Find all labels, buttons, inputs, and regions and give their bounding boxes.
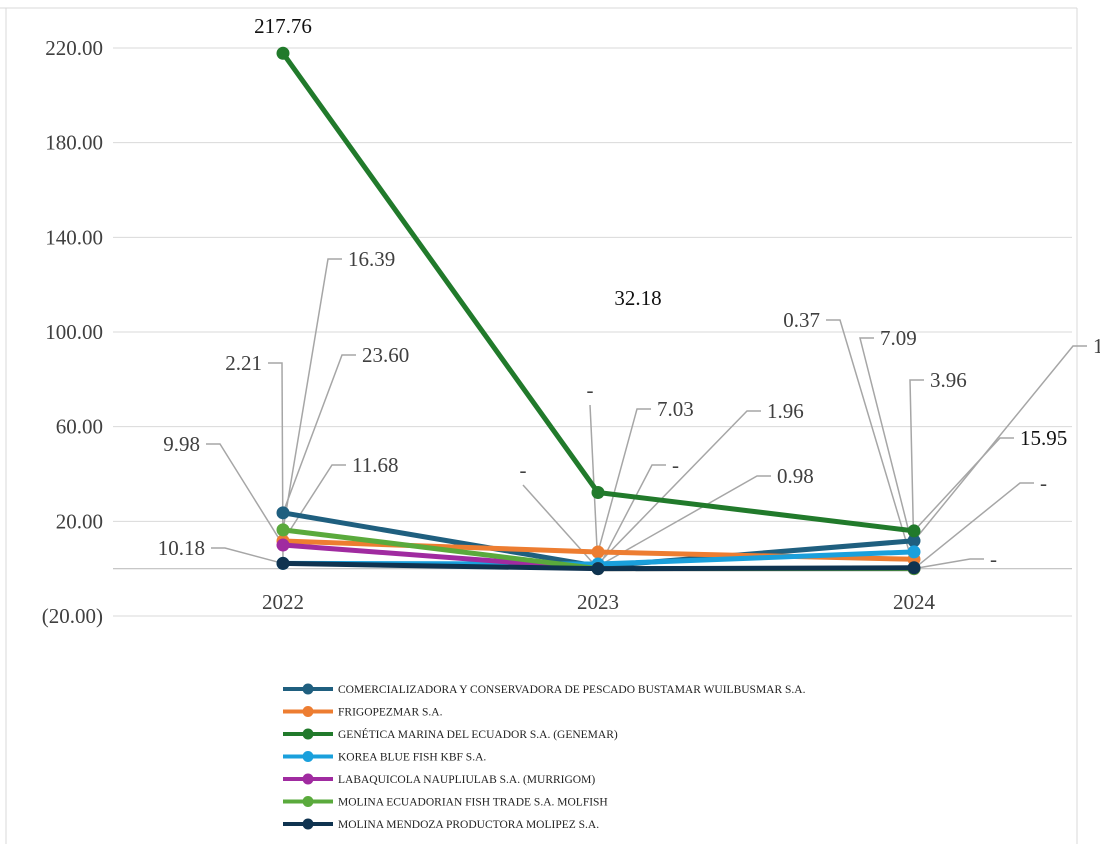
data-point [907, 524, 921, 538]
data-label: 0.37 [783, 308, 820, 332]
leader-line [597, 475, 771, 567]
legend-label: KOREA BLUE FISH KBF S.A. [338, 752, 486, 764]
leader-line [597, 408, 651, 553]
data-label: 7.09 [880, 326, 917, 350]
x-tick-label: 2023 [577, 590, 619, 614]
data-label: 2.21 [225, 351, 262, 375]
series-gen-tica-marina-del-ecuador-s-a-genemar [276, 46, 921, 538]
series-molina-mendoza-productora-molipez-s-a [276, 556, 921, 576]
legend-item: GENÉTICA MARINA DEL ECUADOR S.A. (GENEMA… [283, 727, 618, 741]
legend-label: MOLINA MENDOZA PRODUCTORA MOLIPEZ S.A. [338, 819, 599, 831]
leader-line [913, 345, 1087, 542]
x-tick-label: 2022 [262, 590, 304, 614]
data-label: 11.80 [1093, 334, 1100, 358]
data-point [591, 486, 605, 500]
data-label: 23.60 [362, 343, 409, 367]
data-point [591, 545, 605, 559]
legend-label: COMERCIALIZADORA Y CONSERVADORA DE PESCA… [338, 684, 806, 696]
leader-line [206, 443, 284, 546]
data-point [907, 545, 921, 559]
legend-item: MOLINA MENDOZA PRODUCTORA MOLIPEZ S.A. [283, 818, 599, 831]
leader-line [597, 464, 666, 570]
y-tick-label: 140.00 [45, 225, 103, 249]
y-tick-label: 220.00 [45, 36, 103, 60]
leader-line [909, 379, 924, 560]
leader-line [522, 484, 599, 570]
y-tick-label: 20.00 [56, 509, 103, 533]
legend-item: FRIGOPEZMAR S.A. [283, 706, 443, 719]
legend-swatch-marker [302, 706, 314, 717]
leader-line [282, 354, 356, 514]
legend-label: GENÉTICA MARINA DEL ECUADOR S.A. (GENEMA… [338, 727, 618, 741]
data-label: 10.18 [158, 536, 205, 560]
leader-line [913, 558, 984, 570]
data-point [276, 538, 290, 552]
data-point [907, 534, 921, 548]
legend-label: MOLINA ECUADORIAN FISH TRADE S.A. MOLFIS… [338, 797, 608, 809]
data-label: 32.18 [614, 286, 661, 310]
leader-line [211, 547, 284, 565]
legend-label: FRIGOPEZMAR S.A. [338, 707, 443, 719]
legend-swatch-marker [302, 818, 314, 830]
y-tick-label: 100.00 [45, 320, 103, 344]
legend-swatch-marker [302, 773, 314, 785]
data-label: - [1040, 471, 1047, 495]
data-label: - [520, 458, 527, 482]
leader-line [913, 437, 1014, 532]
legend-swatch-marker [302, 683, 314, 695]
data-point [276, 506, 290, 520]
leader-line [913, 482, 1034, 570]
y-tick-label: (20.00) [42, 604, 103, 628]
data-label: 15.95 [1020, 426, 1067, 450]
data-point [276, 556, 290, 570]
legend-item: MOLINA ECUADORIAN FISH TRADE S.A. MOLFIS… [283, 796, 608, 809]
data-label: - [587, 378, 594, 402]
legend-label: LABAQUICOLA NAUPLIULAB S.A. (MURRIGOM) [338, 774, 595, 786]
data-label: 9.98 [163, 432, 200, 456]
legend-item: LABAQUICOLA NAUPLIULAB S.A. (MURRIGOM) [283, 773, 595, 786]
leader-line [282, 258, 342, 530]
leader-line [597, 410, 761, 565]
data-label: 16.39 [348, 247, 395, 271]
data-point [907, 561, 921, 575]
legend-item: KOREA BLUE FISH KBF S.A. [283, 751, 486, 764]
legend-item: COMERCIALIZADORA Y CONSERVADORA DE PESCA… [283, 683, 806, 696]
x-tick-label: 2024 [893, 590, 936, 614]
data-label: 11.68 [352, 453, 398, 477]
y-tick-label: 60.00 [56, 415, 103, 439]
data-label: 217.76 [254, 14, 312, 38]
data-point [276, 523, 290, 537]
legend-swatch-marker [302, 751, 314, 762]
data-point [591, 562, 605, 576]
data-label: 7.03 [657, 397, 694, 421]
y-tick-label: 180.00 [45, 131, 103, 155]
data-label: - [990, 547, 997, 571]
data-label: - [672, 453, 679, 477]
data-label: 3.96 [930, 368, 967, 392]
legend-swatch-marker [302, 796, 314, 807]
data-point [276, 46, 290, 60]
leader-line [859, 337, 915, 553]
data-label: 0.98 [777, 464, 814, 488]
legend-swatch-marker [302, 728, 314, 740]
leader-line [268, 362, 284, 564]
leader-line [826, 319, 915, 569]
data-label: 1.96 [767, 399, 804, 423]
